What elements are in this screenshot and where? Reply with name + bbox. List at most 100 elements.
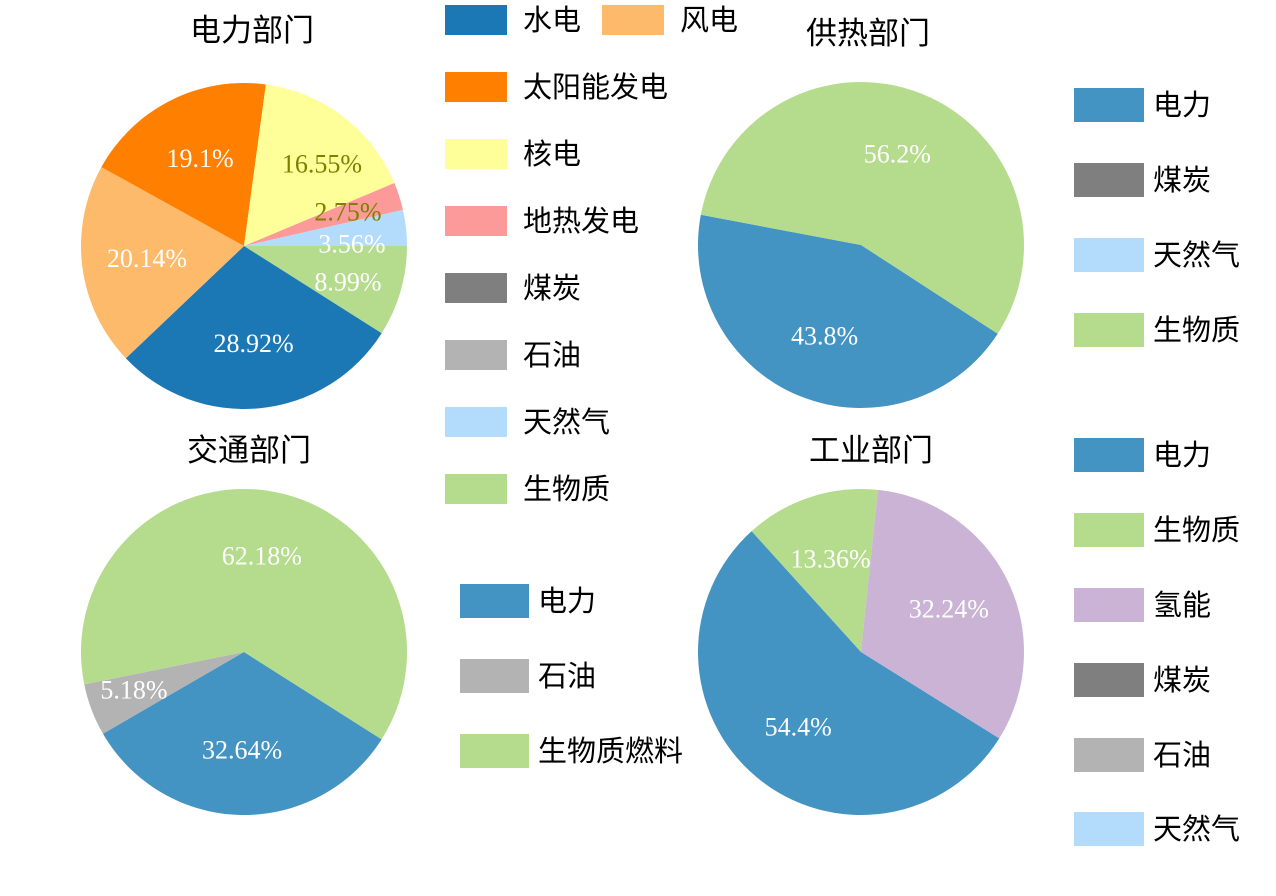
legend-label: 石油 — [538, 658, 597, 693]
pie-slice — [861, 489, 1024, 739]
pie-slice — [697, 531, 1000, 816]
pie-slice — [125, 246, 382, 410]
pie-slice — [101, 82, 266, 246]
pie-slice — [244, 246, 407, 334]
legend-label: 生物质燃料 — [538, 733, 684, 768]
transport-sector-title: 交通部门 — [187, 433, 311, 469]
legend-item: 天然气 — [1074, 238, 1240, 272]
slice-percent-label: 54.4% — [765, 713, 832, 742]
legend-item: 煤炭 — [1074, 663, 1211, 697]
legend-swatch — [1074, 88, 1144, 122]
legend-label: 生物质 — [1153, 512, 1241, 547]
legend-label: 电力 — [538, 583, 597, 618]
pie-slice — [102, 652, 382, 815]
pie-slice — [700, 82, 1024, 334]
legend-swatch — [602, 5, 664, 35]
legend-swatch — [1074, 738, 1144, 772]
power-sector-title: 电力部门 — [190, 13, 314, 49]
legend-swatch — [1074, 163, 1144, 197]
slice-percent-label: 20.14% — [107, 244, 187, 273]
pie-slice — [751, 489, 878, 652]
legend-swatch — [445, 407, 507, 437]
legend-label: 氢能 — [1153, 587, 1212, 622]
legend-label: 生物质 — [523, 471, 611, 506]
legend-swatch — [445, 72, 507, 102]
pie-slice — [84, 652, 244, 734]
legend-label: 生物质 — [1153, 312, 1241, 347]
slice-percent-label: 8.99% — [314, 268, 381, 297]
pie-slice — [698, 214, 998, 409]
power-sector-pie: 8.99% 28.92% 20.14% 19.1% 16.55% 2.75% 3.56% — [81, 82, 407, 410]
pie-slice — [244, 209, 407, 246]
legend-label: 石油 — [1153, 737, 1212, 772]
legend-item: 石油 — [445, 340, 581, 370]
legend-label: 电力 — [1153, 437, 1212, 472]
legend-swatch — [1074, 812, 1144, 846]
legend-item: 氢能 — [1074, 588, 1211, 622]
legend-item: 水电 — [445, 5, 581, 35]
slice-percent-label: 56.2% — [864, 140, 931, 169]
legend-item: 生物质 — [445, 474, 610, 504]
legend-item: 风电 — [602, 5, 738, 35]
slice-percent-label: 19.1% — [167, 144, 234, 173]
legend-label: 天然气 — [523, 404, 611, 439]
legend-item: 煤炭 — [1074, 163, 1211, 197]
legend-label: 煤炭 — [523, 270, 582, 305]
legend-label: 地热发电 — [523, 203, 640, 238]
legend-item: 生物质 — [1074, 513, 1240, 547]
legend-swatch — [1074, 663, 1144, 697]
heating-sector-title: 供热部门 — [806, 16, 930, 52]
legend-swatch — [1074, 588, 1144, 622]
legend-item: 核电 — [445, 139, 581, 169]
slice-percent-label: 2.75% — [314, 198, 381, 227]
pie-slice — [80, 488, 407, 740]
legend-label: 天然气 — [1153, 811, 1241, 846]
slice-percent-label: 5.18% — [100, 676, 167, 705]
heating-sector-pie: 43.8% 56.2% — [698, 82, 1024, 409]
legend-swatch — [445, 206, 507, 236]
legend-item: 天然气 — [1074, 812, 1240, 846]
legend-item: 天然气 — [445, 407, 610, 437]
legend-item: 太阳能发电 — [445, 72, 668, 102]
pie-slice — [81, 167, 245, 359]
legend-label: 煤炭 — [1153, 662, 1212, 697]
legend-label: 天然气 — [1153, 237, 1241, 272]
pie-slice — [244, 183, 403, 246]
legend-swatch — [460, 734, 529, 768]
legend-label: 石油 — [523, 337, 582, 372]
slice-percent-label: 28.92% — [213, 329, 293, 358]
legend-item: 石油 — [460, 659, 596, 693]
industry-sector-pie: 54.4% 13.36% 32.24% — [697, 489, 1024, 816]
legend-label: 水电 — [523, 2, 582, 37]
legend-item: 电力 — [460, 584, 596, 618]
legend-item: 生物质 — [1074, 313, 1240, 347]
legend-swatch — [460, 659, 529, 693]
legend-swatch — [1074, 438, 1144, 472]
legend-label: 风电 — [680, 2, 739, 37]
pie-slice — [244, 84, 395, 247]
legend-item: 煤炭 — [445, 273, 581, 303]
legend-item: 电力 — [1074, 438, 1211, 472]
legend-swatch — [1074, 313, 1144, 347]
legend-swatch — [445, 340, 507, 370]
legend-label: 核电 — [523, 136, 582, 171]
slice-percent-label: 32.64% — [202, 735, 282, 764]
legend-label: 太阳能发电 — [523, 69, 669, 104]
slice-percent-label: 62.18% — [222, 541, 302, 570]
legend-item: 地热发电 — [445, 206, 639, 236]
legend-label: 电力 — [1153, 87, 1212, 122]
slice-percent-label: 16.55% — [282, 150, 362, 179]
slice-percent-label: 43.8% — [791, 321, 858, 350]
legend-swatch — [445, 5, 507, 35]
legend-item: 石油 — [1074, 738, 1211, 772]
legend-item: 电力 — [1074, 88, 1211, 122]
slice-percent-label: 32.24% — [909, 595, 989, 624]
transport-sector-pie: 32.64% 5.18% 62.18% — [80, 488, 407, 815]
legend-swatch — [445, 139, 507, 169]
legend-swatch — [460, 584, 529, 618]
legend-label: 煤炭 — [1153, 162, 1212, 197]
legend-swatch — [445, 474, 507, 504]
legend-item: 生物质燃料 — [460, 734, 683, 768]
legend-swatch — [445, 273, 507, 303]
